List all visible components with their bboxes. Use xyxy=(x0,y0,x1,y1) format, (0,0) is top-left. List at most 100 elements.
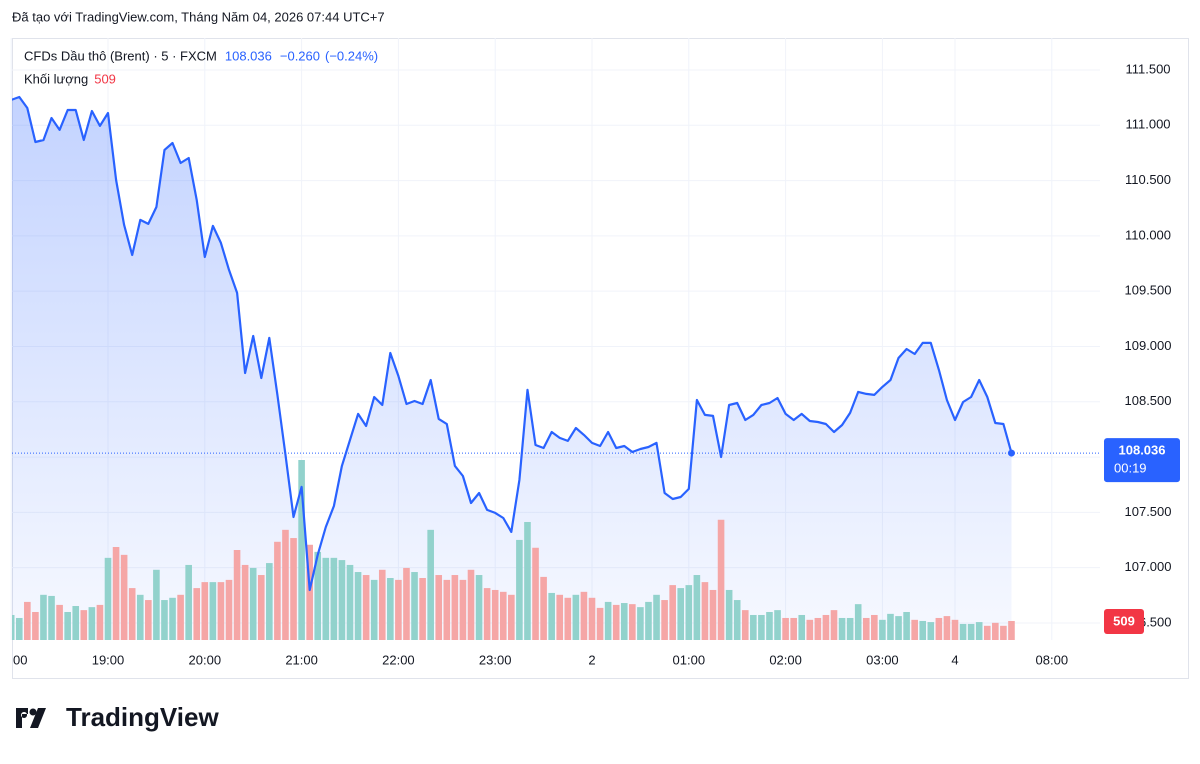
volume-bar xyxy=(483,588,491,640)
volume-bar xyxy=(290,538,297,640)
volume-badge-value: 509 xyxy=(1113,613,1135,628)
volume-bar xyxy=(96,604,104,640)
volume-bar xyxy=(378,569,386,640)
volume-bar xyxy=(919,620,927,640)
volume-bar xyxy=(814,617,822,640)
volume-bar xyxy=(467,569,475,640)
volume-bar xyxy=(548,592,555,640)
volume-bar xyxy=(677,588,685,640)
volume-bar xyxy=(193,588,201,640)
volume-bar xyxy=(491,589,499,640)
x-tick-label: 4 xyxy=(951,652,958,667)
volume-bar xyxy=(1000,625,1007,640)
x-tick-label: 23:00 xyxy=(479,652,512,667)
volume-bar xyxy=(217,582,225,640)
y-tick-label: 110.500 xyxy=(1125,172,1171,187)
price-badge-countdown: 00:19 xyxy=(1114,461,1147,476)
volume-bar xyxy=(540,576,547,640)
volume-bar xyxy=(709,589,717,640)
volume-bar xyxy=(314,551,322,640)
legend: CFDs Dầu thô (Brent) · 5 · FXCM 108.036 … xyxy=(24,48,378,86)
legend-change: −0.260 xyxy=(280,48,320,63)
volume-bar xyxy=(604,601,612,640)
y-tick-label: 109.000 xyxy=(1125,338,1172,353)
volume-bar xyxy=(330,557,338,640)
volume-bar xyxy=(56,604,63,640)
x-tick-label: 22:00 xyxy=(382,652,415,667)
last-point xyxy=(1007,449,1015,457)
axes: 106.500107.000107.500108.000108.500109.0… xyxy=(13,61,1172,667)
volume-bar xyxy=(717,519,725,640)
volume-bar xyxy=(508,594,515,640)
volume-bar xyxy=(564,597,572,640)
volume-bar xyxy=(532,547,539,640)
volume-bar xyxy=(419,578,426,640)
y-tick-label: 108.500 xyxy=(1125,393,1172,408)
y-tick-label: 111.500 xyxy=(1125,61,1170,76)
volume-bar xyxy=(822,614,830,640)
volume-bar xyxy=(830,610,838,640)
volume-bar xyxy=(306,544,313,640)
volume-bar xyxy=(282,529,289,640)
volume-bar xyxy=(475,575,483,640)
volume-bar xyxy=(588,597,596,640)
volume-bar xyxy=(48,595,55,640)
volume-bar xyxy=(596,607,604,640)
volume-bar xyxy=(370,579,378,640)
y-tick-label: 111.000 xyxy=(1125,117,1170,132)
volume-bar xyxy=(72,606,80,640)
volume-bar xyxy=(629,604,636,640)
legend-change-percent: (−0.24%) xyxy=(325,48,378,63)
volume-bar xyxy=(895,616,902,640)
volume-bar xyxy=(975,622,983,640)
volume-bar xyxy=(298,460,305,640)
x-tick-label: 08:00 xyxy=(1036,652,1069,667)
price-area xyxy=(12,97,1012,640)
volume-bar xyxy=(104,557,112,640)
volume-bar xyxy=(879,619,886,640)
volume-bar xyxy=(612,604,620,640)
volume-bar xyxy=(661,600,668,640)
volume-bar xyxy=(701,582,709,640)
y-tick-label: 107.000 xyxy=(1125,559,1172,574)
volume-bar xyxy=(411,572,418,640)
volume-bar xyxy=(992,622,999,640)
volume-bar xyxy=(758,614,765,640)
header: Đã tạo với TradingView.com, Tháng Năm 04… xyxy=(12,9,385,24)
volume-bar xyxy=(653,594,660,640)
volume-bar xyxy=(24,601,31,640)
volume-bar xyxy=(274,541,281,640)
logo: TradingView xyxy=(16,702,219,732)
volume-bar xyxy=(427,529,434,640)
price-badge-value: 108.036 xyxy=(1119,443,1166,458)
volume-bar xyxy=(169,597,176,640)
volume-bar xyxy=(161,600,168,640)
y-tick-label: 110.000 xyxy=(1125,227,1171,242)
x-tick-label: 03:00 xyxy=(866,652,899,667)
volume-bar xyxy=(112,547,120,640)
volume-bar xyxy=(136,594,144,640)
volume-bar xyxy=(580,591,588,640)
volume-bar xyxy=(782,617,789,640)
volume-bar xyxy=(12,614,15,640)
x-tick-label: 19:00 xyxy=(92,652,125,667)
volume-bar xyxy=(693,575,701,640)
volume-bar xyxy=(266,563,273,640)
volume-badge xyxy=(1104,609,1144,634)
volume-bar xyxy=(935,617,943,640)
volume-bar xyxy=(225,579,233,640)
volume-bar xyxy=(516,539,523,640)
volume-bar xyxy=(201,582,209,640)
volume-bar xyxy=(806,619,814,640)
x-tick-label: 00 xyxy=(13,652,27,667)
volume-bar xyxy=(774,610,781,640)
volume-bar xyxy=(871,614,878,640)
x-tick-label: 2 xyxy=(588,652,595,667)
volume-bar xyxy=(362,575,370,640)
volume-bar xyxy=(911,619,918,640)
volume-bar xyxy=(572,594,580,640)
volume-bar xyxy=(145,600,152,640)
volume-bar xyxy=(88,607,96,640)
